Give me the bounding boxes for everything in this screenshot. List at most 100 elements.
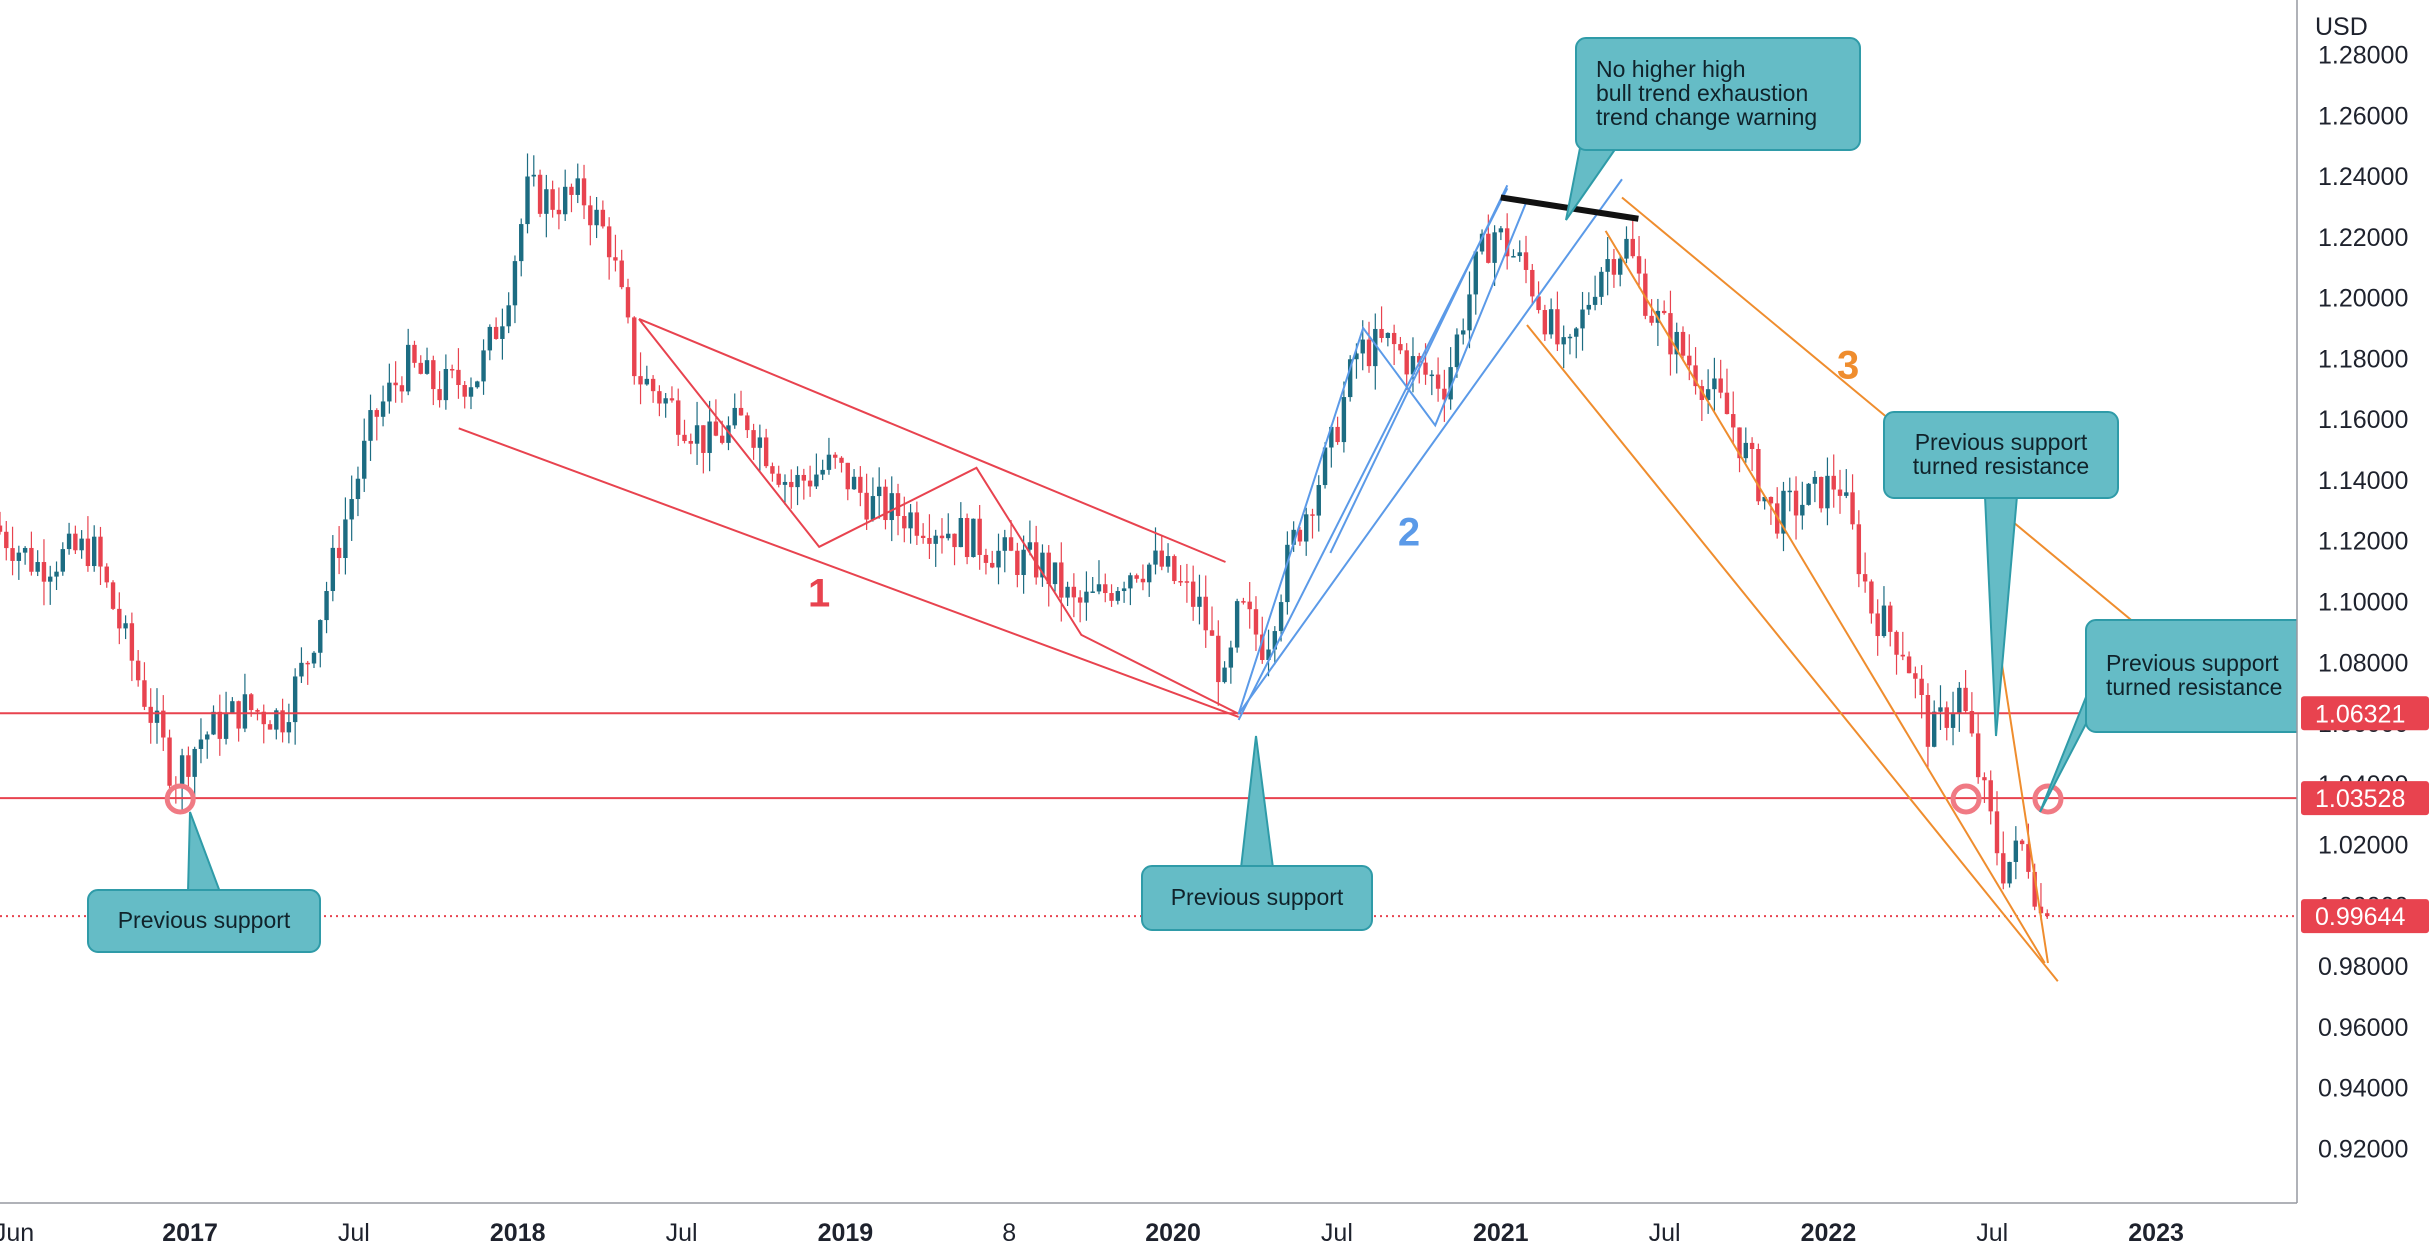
candle-body xyxy=(1109,593,1114,601)
candle-body xyxy=(594,209,599,226)
candle-body xyxy=(1008,537,1014,551)
axis-background xyxy=(2297,0,2436,1258)
callout-text: Previous support xyxy=(1171,884,1344,910)
price-tag-label: 1.03528 xyxy=(2315,785,2405,813)
candle-body xyxy=(619,260,624,288)
candle-body xyxy=(550,189,555,210)
callout-text: turned resistance xyxy=(2106,674,2282,700)
candle-body xyxy=(569,186,574,195)
price-axis: USD0.920000.940000.960000.980001.000001.… xyxy=(2296,0,2436,1258)
horizontal-levels xyxy=(0,712,2297,918)
x-tick-label: Jul xyxy=(1321,1219,1353,1247)
candle-body xyxy=(575,178,580,195)
x-tick-label: 2019 xyxy=(818,1219,874,1247)
x-tick-label: Jul xyxy=(338,1219,370,1247)
candle-body xyxy=(186,755,191,777)
candle-body xyxy=(236,701,241,729)
candle-body xyxy=(85,538,91,567)
candle-body xyxy=(1178,581,1183,583)
candle-body xyxy=(1862,574,1868,582)
candle-body xyxy=(368,410,373,441)
callout-seam xyxy=(1986,493,2016,497)
candle-body xyxy=(1360,339,1365,354)
candle-body xyxy=(104,566,109,583)
candle-body xyxy=(2038,906,2044,914)
candle-body xyxy=(990,562,995,568)
price-tag-bg xyxy=(2301,781,2429,816)
callout-text: No higher high xyxy=(1596,56,1746,82)
candle-body xyxy=(449,368,455,371)
candle-body xyxy=(1165,556,1171,567)
candle-body xyxy=(782,481,788,485)
y-tick-label: 1.26000 xyxy=(2318,102,2408,130)
candle-body xyxy=(161,710,166,738)
candle-body xyxy=(1806,483,1811,505)
candle-body xyxy=(299,662,304,677)
y-tick-label: 1.20000 xyxy=(2318,285,2408,313)
wave-label: 2 xyxy=(1398,511,1420,555)
callout: Previous support xyxy=(87,811,321,953)
wave-label: 1 xyxy=(808,571,830,615)
y-tick-label: 1.18000 xyxy=(2318,345,2408,373)
candle-body xyxy=(638,376,643,385)
callout-text: turned resistance xyxy=(1913,453,2089,479)
candle-body xyxy=(1982,777,1987,781)
channel-line xyxy=(1329,184,1509,554)
candle-body xyxy=(1511,256,1516,258)
candle-body xyxy=(676,400,681,435)
candle-body xyxy=(1040,552,1045,578)
candle-body xyxy=(1605,259,1610,272)
candle-body xyxy=(387,382,392,402)
candle-body xyxy=(1498,228,1504,233)
candle-body xyxy=(1285,544,1290,603)
x-tick-label: 2021 xyxy=(1473,1219,1529,1247)
candle-body xyxy=(1272,631,1278,650)
candle-body xyxy=(355,478,361,500)
candle-body xyxy=(1304,514,1309,542)
candle-body xyxy=(1900,654,1906,657)
y-tick-label: 1.14000 xyxy=(2318,467,2408,495)
candle-body xyxy=(242,694,248,729)
candle-body xyxy=(801,474,807,481)
candle-body xyxy=(1247,601,1252,610)
candle-body xyxy=(531,174,536,177)
candle-body xyxy=(927,538,932,544)
candle-body xyxy=(343,519,348,559)
candle-body xyxy=(745,415,750,431)
candle-body xyxy=(211,711,216,735)
candle-body xyxy=(1228,647,1234,668)
candle-body xyxy=(280,710,285,733)
candle-body xyxy=(519,224,524,262)
x-tick-label: 8 xyxy=(1002,1219,1016,1247)
candle-body xyxy=(1404,350,1409,375)
candle-body xyxy=(1153,550,1158,565)
candle-body xyxy=(1461,330,1466,335)
candle-body xyxy=(362,440,367,479)
candle-body xyxy=(79,538,84,551)
candle-body xyxy=(977,518,982,555)
candle-body xyxy=(1756,449,1761,502)
candle-body xyxy=(1310,514,1315,516)
candle-body xyxy=(1448,367,1453,400)
pivot-circle xyxy=(164,783,196,815)
y-tick-label: 1.24000 xyxy=(2318,163,2408,191)
candle-body xyxy=(1159,550,1164,567)
candle-body xyxy=(1957,687,1962,714)
callout-text: bull trend exhaustion xyxy=(1596,80,1808,106)
candle-body xyxy=(1624,238,1629,259)
callout-seam xyxy=(1242,867,1272,871)
candle-body xyxy=(500,326,505,339)
candle-body xyxy=(1190,581,1196,607)
candle-body xyxy=(1379,328,1384,338)
candle-body xyxy=(129,623,135,661)
candle-body xyxy=(1812,476,1818,484)
candle-body xyxy=(29,547,34,572)
candle-body xyxy=(1084,591,1089,603)
candle-body xyxy=(462,385,467,397)
candle-body xyxy=(826,454,832,470)
candle-body xyxy=(588,205,593,226)
y-tick-label: 1.16000 xyxy=(2318,406,2408,434)
candle-body xyxy=(1888,605,1893,632)
price-tag-label: 1.06321 xyxy=(2315,700,2405,728)
